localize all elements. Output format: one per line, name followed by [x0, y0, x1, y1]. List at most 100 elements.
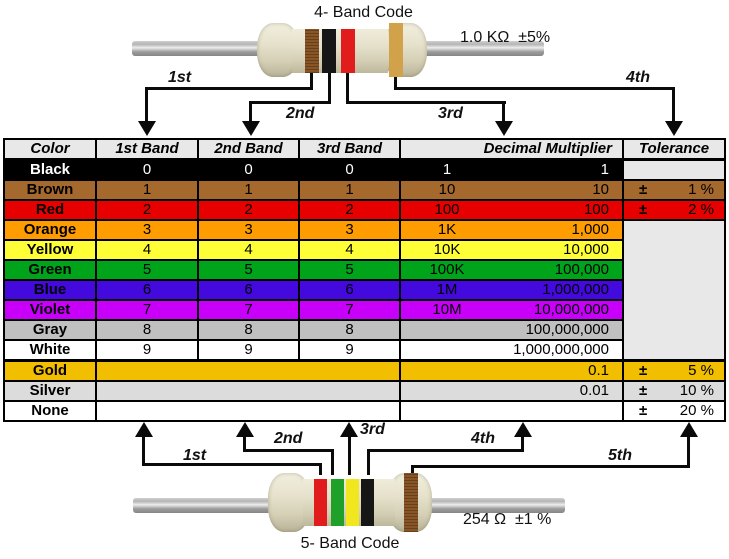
multiplier-long: 10 — [592, 181, 609, 198]
label-2nd-top: 2nd — [286, 105, 315, 122]
multiplier-short: 10M — [432, 301, 462, 318]
band3-cell: 6 — [298, 279, 401, 301]
multiplier-cell — [399, 400, 624, 422]
multiplier-cell: 1,000,000,000 — [399, 339, 624, 362]
tolerance-cell: ±10 % — [622, 380, 726, 402]
header-tolerance: Tolerance — [622, 138, 726, 161]
table-row-silver: Silver 0.01 ±10 % — [3, 380, 726, 402]
multiplier-short: 1K — [437, 221, 457, 238]
label-3rd-top: 3rd — [438, 105, 463, 122]
bands-merged-cell — [95, 400, 401, 422]
multiplier-long: 0.1 — [588, 362, 609, 379]
multiplier-long: 100,000,000 — [525, 321, 609, 338]
band-yellow — [346, 479, 359, 526]
label-1st-top: 1st — [168, 69, 192, 86]
band1-cell: 8 — [95, 319, 199, 341]
table-row-brown: Brown 1 1 1 10 10 ±1 % — [3, 179, 726, 201]
multiplier-cell: 0.01 — [399, 380, 624, 402]
band2-cell: 1 — [197, 179, 300, 201]
table-row-red: Red 2 2 2 100 100 ±2 % — [3, 199, 726, 221]
color-name-cell: Gray — [3, 319, 97, 341]
multiplier-short: 10K — [433, 241, 461, 258]
up-arrow-icon — [680, 422, 698, 437]
color-name-cell: Black — [3, 158, 97, 181]
band1-cell: 9 — [95, 339, 199, 362]
band2-cell: 6 — [197, 279, 300, 301]
band-black — [322, 29, 336, 73]
band-black — [361, 479, 374, 526]
multiplier-cell: 100 100 — [399, 199, 624, 221]
five-band-title: 5- Band Code — [300, 535, 400, 552]
plus-minus-sign: ± — [639, 362, 648, 379]
label-4th-bottom: 4th — [471, 430, 495, 447]
table-row-gold: Gold 0.1 ±5 % — [3, 359, 726, 382]
multiplier-cell: 10K 10,000 — [399, 239, 624, 261]
multiplier-short: 1 — [442, 161, 452, 178]
header-band2: 2nd Band — [197, 138, 300, 161]
band2-cell: 0 — [197, 158, 300, 181]
down-arrow-icon — [665, 121, 683, 136]
tolerance-empty-block — [622, 219, 726, 362]
tolerance-cell: ±5 % — [622, 359, 726, 382]
band3-cell: 5 — [298, 259, 401, 281]
table-row-gray: Gray 8 8 8 100,000,000 — [3, 319, 725, 341]
tolerance-cell: ±2 % — [622, 199, 726, 221]
band-red — [341, 29, 355, 73]
band-brown — [305, 29, 319, 73]
tolerance-value: 10 % — [679, 382, 714, 399]
multiplier-cell: 10 10 — [399, 179, 624, 201]
header-color: Color — [3, 138, 97, 161]
multiplier-long: 100 — [583, 201, 609, 218]
band2-cell: 8 — [197, 319, 300, 341]
multiplier-cell: 1M 1,000,000 — [399, 279, 624, 301]
band3-cell: 7 — [298, 299, 401, 321]
down-arrow-icon — [242, 121, 260, 136]
band1-cell: 7 — [95, 299, 199, 321]
tolerance-value: 5 % — [688, 362, 714, 379]
color-name-cell: White — [3, 339, 97, 362]
multiplier-cell: 100,000,000 — [399, 319, 624, 341]
multiplier-cell: 10M 10,000,000 — [399, 299, 624, 321]
up-arrow-icon — [514, 422, 532, 437]
table-row-white: White 9 9 9 1,000,000,000 — [3, 339, 725, 362]
color-name-cell: Green — [3, 259, 97, 281]
band1-cell: 5 — [95, 259, 199, 281]
tolerance-cell — [622, 158, 726, 181]
plus-minus-sign: ± — [639, 201, 648, 218]
band2-cell: 3 — [197, 219, 300, 241]
tolerance-value: 2 % — [688, 201, 714, 218]
four-band-value: 1.0 KΩ ±5% — [460, 29, 551, 46]
plus-minus-sign: ± — [639, 402, 648, 419]
multiplier-long: 1,000,000 — [542, 281, 609, 298]
multiplier-cell: 0.1 — [399, 359, 624, 382]
color-name-cell: Orange — [3, 219, 97, 241]
multiplier-cell: 1K 1,000 — [399, 219, 624, 241]
label-4th-top: 4th — [626, 69, 650, 86]
multiplier-short: 100K — [429, 261, 465, 278]
multiplier-long: 0.01 — [579, 382, 609, 399]
color-name-cell: Violet — [3, 299, 97, 321]
band1-cell: 4 — [95, 239, 199, 261]
tolerance-cell: ±1 % — [622, 179, 726, 201]
header-multiplier: Decimal Multiplier — [399, 138, 624, 161]
color-name-cell: Brown — [3, 179, 97, 201]
band3-cell: 0 — [298, 158, 401, 181]
label-5th-bottom: 5th — [608, 447, 632, 464]
multiplier-long: 1 — [600, 161, 609, 178]
four-band-title: 4- Band Code — [314, 4, 413, 21]
multiplier-short: 1M — [436, 281, 458, 298]
table-row-orange: Orange 3 3 3 1K 1,000 — [3, 219, 726, 362]
band1-cell: 1 — [95, 179, 199, 201]
band-red — [314, 479, 327, 526]
color-name-cell: Gold — [3, 359, 97, 382]
tolerance-value: 1 % — [688, 181, 714, 198]
multiplier-short: 100 — [434, 201, 460, 218]
color-name-cell: Red — [3, 199, 97, 221]
up-arrow-icon — [236, 422, 254, 437]
band1-cell: 0 — [95, 158, 199, 181]
band3-cell: 3 — [298, 219, 401, 241]
bands-merged-cell — [95, 380, 401, 402]
up-arrow-icon — [135, 422, 153, 437]
